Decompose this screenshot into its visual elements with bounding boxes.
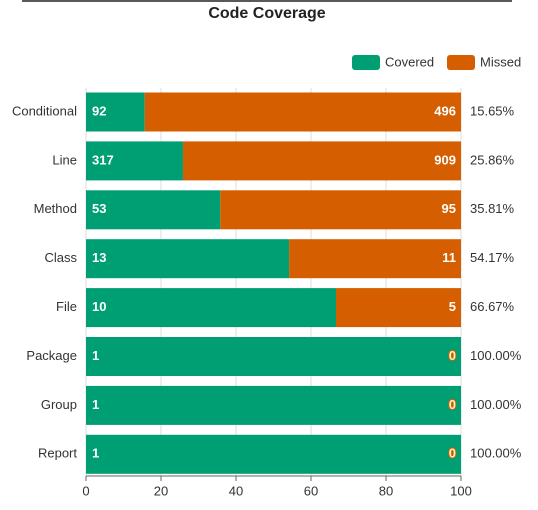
percent-label: 66.67%: [470, 299, 515, 314]
value-label: 11: [442, 250, 456, 265]
legend-label: Missed: [480, 54, 521, 69]
legend-label: Covered: [385, 54, 434, 69]
x-tick-label: 0: [82, 483, 89, 498]
bar-segment: [144, 92, 461, 132]
bar-segment: [86, 385, 461, 425]
percent-label: 100.00%: [470, 397, 522, 412]
value-label: 0: [449, 397, 456, 412]
x-tick-label: 60: [304, 483, 318, 498]
value-label: 0: [449, 348, 456, 363]
percent-label: 100.00%: [470, 348, 522, 363]
category-label: Package: [26, 348, 77, 363]
value-label: 5: [449, 299, 456, 314]
percent-label: 25.86%: [470, 152, 515, 167]
bar-segment: [182, 141, 461, 181]
value-label: 317: [92, 152, 114, 167]
percent-label: 35.81%: [470, 201, 515, 216]
bar-segment: [86, 92, 145, 132]
legend-swatch: [447, 55, 475, 70]
bar-segment: [336, 288, 461, 328]
value-label: 0: [449, 446, 456, 461]
bar-segment: [86, 190, 221, 230]
x-tick-label: 80: [379, 483, 393, 498]
category-label: Line: [52, 152, 77, 167]
category-label: Method: [34, 201, 77, 216]
value-label: 1: [92, 446, 99, 461]
value-label: 1: [92, 397, 99, 412]
bar-segment: [220, 190, 461, 230]
category-label: Report: [38, 446, 77, 461]
bar-segment: [86, 239, 290, 279]
category-label: Class: [44, 250, 77, 265]
value-label: 1: [92, 348, 99, 363]
value-label: 92: [92, 103, 106, 118]
percent-label: 54.17%: [470, 250, 515, 265]
bar-segment: [86, 288, 336, 328]
bar-segment: [289, 239, 461, 279]
x-tick-label: 100: [450, 483, 472, 498]
category-label: Conditional: [12, 103, 77, 118]
value-label: 13: [92, 250, 106, 265]
value-label: 909: [434, 152, 456, 167]
value-label: 496: [434, 103, 456, 118]
bar-segment: [86, 337, 461, 376]
value-label: 10: [92, 299, 106, 314]
value-label: 95: [442, 201, 456, 216]
bar-segment: [86, 434, 461, 474]
percent-label: 100.00%: [470, 446, 522, 461]
x-tick-label: 20: [154, 483, 168, 498]
bar-segment: [86, 141, 183, 181]
category-label: File: [56, 299, 77, 314]
legend-swatch: [352, 55, 380, 70]
chart-title: Code Coverage: [208, 5, 325, 22]
percent-label: 15.65%: [470, 103, 515, 118]
value-label: 53: [92, 201, 106, 216]
x-tick-label: 40: [229, 483, 243, 498]
category-label: Group: [41, 397, 77, 412]
